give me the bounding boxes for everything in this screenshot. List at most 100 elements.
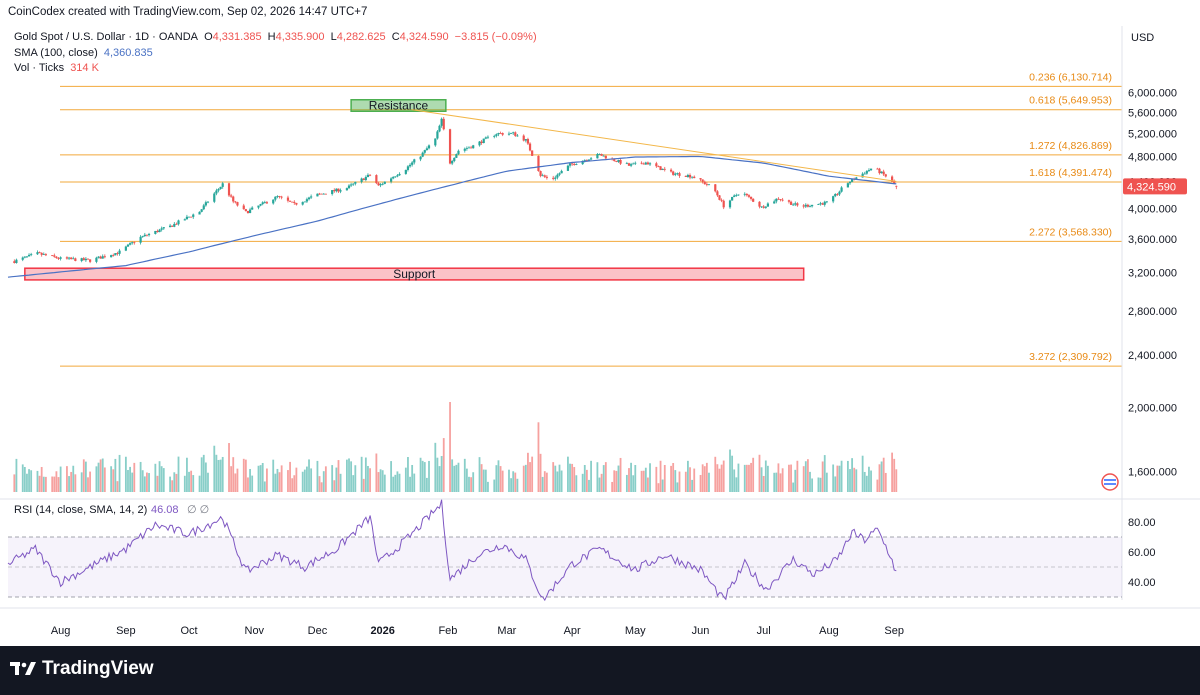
time-tick-label: Feb	[438, 625, 457, 637]
volume-bar	[110, 466, 113, 492]
candle	[840, 187, 843, 192]
candle	[246, 211, 250, 213]
candle	[560, 170, 563, 174]
candle	[499, 133, 502, 134]
candle	[661, 168, 664, 171]
sma-label: SMA (100, close)	[14, 47, 98, 59]
open-label: O	[204, 31, 213, 43]
candle	[648, 163, 652, 165]
volume-bar	[129, 466, 131, 492]
candle	[714, 184, 717, 192]
candle	[705, 184, 708, 185]
candle	[674, 173, 677, 175]
volume-bar	[114, 458, 117, 492]
resistance-zone[interactable]	[350, 99, 447, 113]
price-chart[interactable]: 0.236 (6,130.714) 0.618 (5,649.953) 1.272 …	[0, 0, 1200, 646]
candle	[642, 163, 645, 165]
candle	[354, 181, 357, 184]
sma-path	[7, 155, 897, 278]
volume-bar	[84, 461, 87, 492]
candle	[876, 168, 879, 170]
candle	[217, 189, 220, 191]
volume-bar	[516, 478, 519, 492]
candle	[185, 216, 189, 220]
fib-level-label: 1.272 (4,826.869)	[1029, 140, 1112, 152]
candle	[59, 257, 62, 259]
candle	[318, 193, 321, 195]
volume-bar	[154, 463, 157, 492]
volume-bar	[392, 476, 395, 492]
symbol-legend[interactable]: Gold Spot / U.S. Dollar · 1D · OANDA O4,…	[14, 31, 540, 43]
volume-bar	[560, 470, 563, 492]
volume-bar	[590, 460, 592, 492]
candle	[320, 193, 323, 195]
volume-bar	[674, 470, 677, 492]
volume-bar	[583, 464, 586, 492]
volume-legend[interactable]: Vol · Ticks 314 K	[14, 62, 102, 74]
candle	[632, 163, 635, 165]
support-zone[interactable]	[24, 267, 805, 281]
volume-bar	[367, 465, 369, 492]
candle	[804, 204, 807, 207]
candle	[543, 175, 546, 177]
candle	[865, 171, 868, 174]
candle	[145, 234, 149, 236]
volume-bar	[404, 467, 407, 492]
volume-bar	[779, 473, 782, 492]
volume-bar	[501, 470, 504, 492]
volume-bar	[834, 476, 837, 492]
candle	[364, 177, 367, 181]
candle	[438, 125, 441, 132]
volume-bar	[232, 457, 235, 492]
volume-bar	[809, 471, 811, 492]
volume-bar	[482, 469, 485, 492]
candle	[404, 169, 407, 174]
candle	[472, 145, 475, 149]
zones: Resistance Support	[24, 99, 805, 281]
tradingview-logo[interactable]: TradingView	[10, 658, 154, 680]
volume-bar	[23, 466, 26, 492]
candle	[27, 254, 31, 257]
sma-legend[interactable]: SMA (100, close) 4,360.835	[14, 47, 156, 59]
candle	[545, 176, 548, 178]
candle	[139, 236, 142, 243]
rsi-title[interactable]: RSI (14, close, SMA, 14, 2)	[14, 504, 147, 516]
rsi-hidden-icon[interactable]: ∅ ∅	[187, 504, 209, 516]
volume-bar	[40, 466, 43, 492]
volume-bar	[276, 468, 279, 492]
candle	[55, 256, 58, 259]
candle	[568, 163, 572, 166]
candle	[720, 199, 723, 201]
volume-bar	[306, 466, 308, 492]
flag-icon[interactable]	[1101, 473, 1119, 491]
candle	[781, 199, 784, 201]
volume-bar	[598, 477, 601, 492]
candle	[177, 220, 180, 225]
volume-bar	[876, 479, 879, 492]
volume-bar	[322, 471, 325, 492]
volume-bar	[657, 483, 660, 492]
volume-bar	[188, 471, 190, 492]
volume-bar	[628, 468, 630, 492]
candle	[537, 155, 540, 172]
volume-bar	[699, 474, 702, 492]
candle	[379, 184, 382, 186]
candle	[278, 196, 281, 197]
candle	[659, 166, 662, 171]
candle	[688, 174, 692, 178]
low-label: L	[330, 31, 337, 43]
currency-label[interactable]: USD	[1131, 32, 1155, 44]
candle	[160, 228, 163, 230]
volume-bar	[529, 462, 531, 492]
volume-bar	[428, 460, 430, 492]
candle	[242, 205, 245, 210]
volume-bar	[324, 466, 327, 492]
sma-line	[7, 155, 897, 278]
volume-bar	[44, 476, 47, 492]
volume-bar	[364, 457, 367, 492]
volume-bar	[729, 449, 731, 492]
volume-bar	[413, 473, 416, 492]
candle	[893, 181, 896, 185]
candle	[573, 164, 576, 165]
volume-bar	[840, 460, 843, 492]
